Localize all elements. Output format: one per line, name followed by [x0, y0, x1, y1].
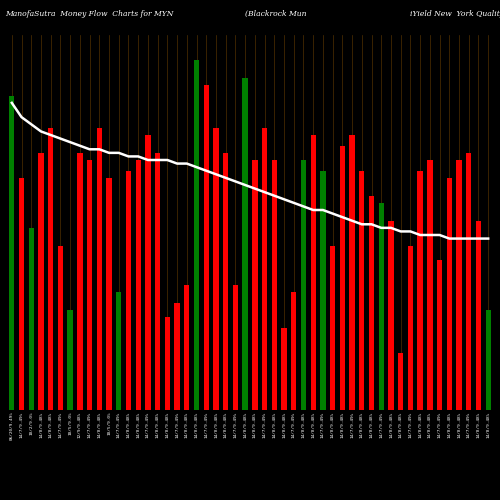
- Bar: [282, 328, 286, 410]
- Bar: [232, 285, 238, 410]
- Bar: [310, 135, 316, 410]
- Bar: [320, 170, 326, 410]
- Bar: [446, 178, 452, 410]
- Bar: [378, 203, 384, 410]
- Bar: [58, 246, 63, 410]
- Bar: [350, 135, 355, 410]
- Bar: [155, 153, 160, 410]
- Bar: [106, 178, 112, 410]
- Bar: [437, 260, 442, 410]
- Bar: [126, 170, 131, 410]
- Bar: [96, 128, 102, 410]
- Bar: [68, 310, 73, 410]
- Bar: [359, 170, 364, 410]
- Bar: [476, 220, 481, 410]
- Bar: [242, 78, 248, 410]
- Bar: [174, 303, 180, 410]
- Bar: [204, 85, 209, 410]
- Text: (Blackrock Mun: (Blackrock Mun: [245, 10, 306, 18]
- Bar: [252, 160, 258, 410]
- Bar: [388, 220, 394, 410]
- Bar: [184, 285, 190, 410]
- Bar: [28, 228, 34, 410]
- Bar: [340, 146, 345, 410]
- Bar: [38, 153, 44, 410]
- Text: ManofaSutra  Money Flow  Charts for MYN: ManofaSutra Money Flow Charts for MYN: [5, 10, 173, 18]
- Bar: [164, 317, 170, 410]
- Text: iYield New  York Quality: iYield New York Quality: [410, 10, 500, 18]
- Bar: [116, 292, 121, 410]
- Bar: [19, 178, 24, 410]
- Bar: [194, 60, 199, 410]
- Bar: [77, 153, 82, 410]
- Bar: [87, 160, 92, 410]
- Bar: [48, 128, 54, 410]
- Bar: [223, 153, 228, 410]
- Bar: [456, 160, 462, 410]
- Bar: [486, 310, 491, 410]
- Bar: [369, 196, 374, 410]
- Bar: [466, 153, 471, 410]
- Bar: [398, 353, 404, 410]
- Bar: [418, 170, 423, 410]
- Bar: [427, 160, 432, 410]
- Bar: [330, 246, 336, 410]
- Bar: [301, 160, 306, 410]
- Bar: [291, 292, 296, 410]
- Bar: [262, 128, 268, 410]
- Bar: [214, 128, 218, 410]
- Bar: [136, 160, 141, 410]
- Bar: [272, 160, 277, 410]
- Bar: [408, 246, 413, 410]
- Bar: [145, 135, 150, 410]
- Bar: [9, 96, 15, 410]
